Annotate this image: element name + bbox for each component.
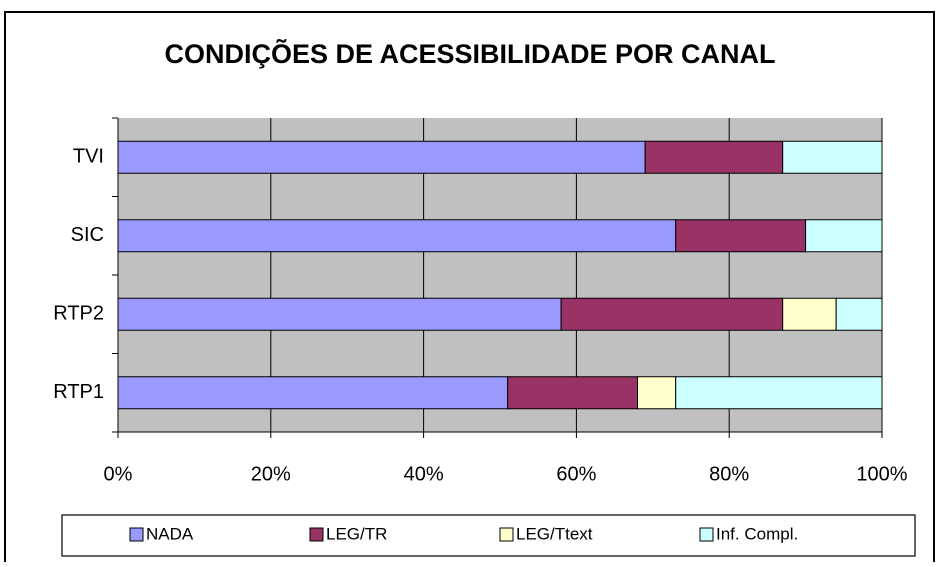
chart-title: CONDIÇÕES DE ACESSIBILIDADE POR CANAL [164,38,775,69]
bar-segment [637,376,677,410]
bar-segment [675,219,807,253]
x-tick-label: 100% [856,463,907,485]
bar-segment [782,297,837,331]
bar-segment [117,140,646,174]
x-tick-label: 0% [104,463,133,485]
legend-swatch [699,527,714,542]
legend-box [61,514,916,557]
x-tick-label: 80% [709,463,749,485]
legend-label: LEG/Ttext [516,524,593,543]
bar-segment [782,140,883,174]
bar-segment [117,376,509,410]
x-tick-label: 60% [556,463,596,485]
x-tick-label: 40% [404,463,444,485]
bar-segment [117,297,562,331]
legend-label: Inf. Compl. [716,524,798,543]
bar-segment [835,297,883,331]
legend-label: LEG/TR [326,524,387,543]
y-tick-label: SIC [71,224,104,246]
legend-swatch [499,527,514,542]
y-tick-label: TVI [73,146,104,168]
y-tick-label: RTP2 [53,303,104,325]
bar-segment [507,376,639,410]
y-tick-label: RTP1 [53,381,104,403]
bar-segment [644,140,784,174]
bar-segment [805,219,883,253]
bar-segment [675,376,883,410]
bar-segment [560,297,784,331]
legend-swatch [309,527,324,542]
legend-swatch [129,527,144,542]
bar-segment [117,219,677,253]
x-tick-label: 20% [251,463,291,485]
legend-label: NADA [146,524,194,543]
